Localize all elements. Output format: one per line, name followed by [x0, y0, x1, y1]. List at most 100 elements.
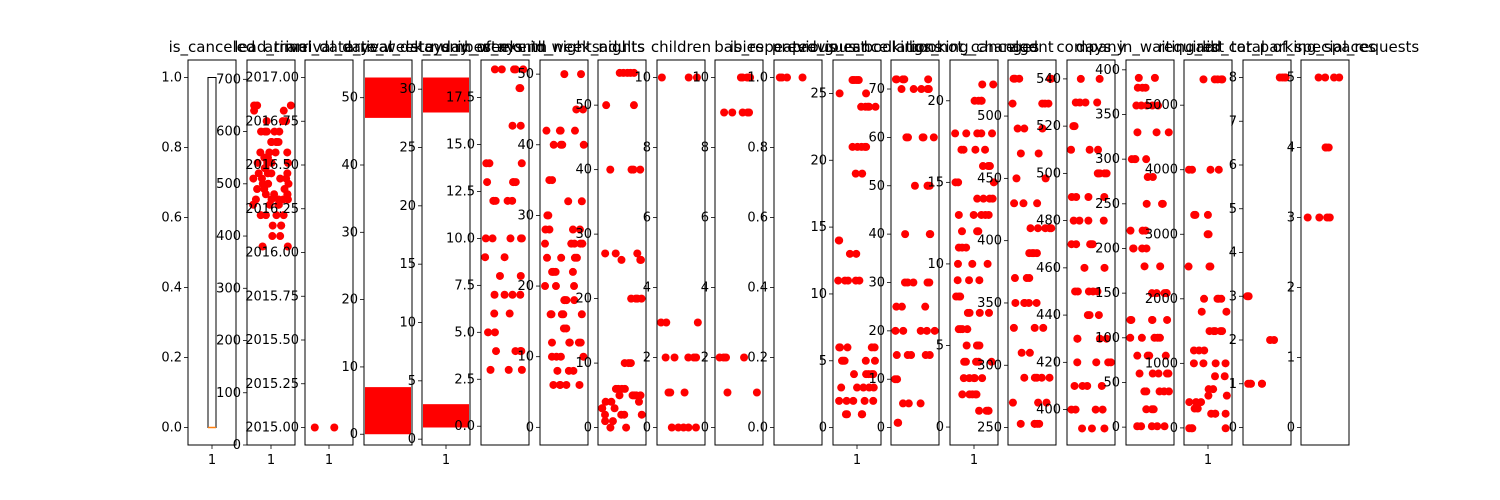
data-point — [562, 380, 571, 389]
panel-title: lead_time — [234, 38, 308, 57]
data-point — [564, 197, 573, 206]
x-tick-label: 1 — [325, 453, 333, 468]
data-point — [1011, 298, 1020, 307]
data-point — [859, 383, 868, 392]
panel-9: 0 2 4 6 8 10 babies — [692, 38, 764, 446]
data-point — [576, 338, 585, 347]
data-point — [1102, 334, 1111, 343]
y-tick-label: 2017.00 — [245, 71, 299, 86]
data-point — [1148, 101, 1157, 110]
data-point — [565, 338, 574, 347]
data-point — [1091, 405, 1100, 414]
y-tick-label: 2015.25 — [245, 377, 299, 392]
data-point — [548, 176, 557, 185]
y-tick-label: 2.5 — [454, 372, 475, 387]
data-point — [852, 76, 861, 85]
y-tick-label: 500 — [977, 109, 1002, 124]
data-point — [841, 410, 850, 419]
y-tick-label: 1 — [1287, 351, 1295, 366]
data-point — [637, 294, 646, 303]
data-point — [500, 290, 509, 299]
data-point — [910, 181, 919, 190]
data-point — [891, 75, 900, 84]
data-point — [1211, 372, 1219, 381]
y-tick-label: 15 — [810, 220, 827, 235]
panel-14: 250 300 350 400 450 500 agent — [977, 38, 1057, 446]
data-point — [1206, 165, 1215, 174]
data-point — [490, 328, 499, 337]
data-point — [1039, 323, 1048, 332]
data-point — [869, 383, 878, 392]
data-point — [921, 302, 930, 311]
data-point — [1150, 333, 1159, 342]
y-tick-label: 0.0 — [747, 421, 768, 436]
data-point — [634, 397, 643, 406]
data-point — [1133, 83, 1142, 92]
y-tick-label: 700 — [216, 72, 241, 87]
y-tick-label: 0 — [408, 432, 416, 447]
data-point — [1191, 210, 1200, 219]
data-point — [1016, 149, 1025, 158]
y-tick-label: 4 — [701, 281, 709, 296]
panel-frame — [773, 59, 823, 446]
data-point — [283, 148, 292, 157]
data-point — [1246, 379, 1255, 388]
data-point — [253, 158, 262, 167]
y-tick-label: 10 — [868, 372, 885, 387]
y-tick-label: 0 — [1287, 421, 1295, 436]
data-point — [516, 290, 525, 299]
data-point — [1041, 174, 1050, 183]
y-tick-label: 15 — [927, 175, 944, 190]
data-point — [851, 169, 860, 178]
data-point — [1069, 216, 1078, 225]
data-point — [258, 242, 267, 251]
data-point — [987, 357, 996, 366]
data-point — [973, 227, 982, 236]
data-point — [849, 370, 858, 379]
data-point — [569, 366, 578, 375]
data-point — [509, 178, 518, 187]
data-point — [1045, 373, 1054, 382]
data-point — [1010, 274, 1019, 283]
data-point — [1163, 315, 1172, 324]
data-point — [720, 108, 729, 117]
y-tick-label: 1.0 — [747, 71, 768, 86]
y-tick-label: 20 — [868, 324, 885, 339]
panel-title: booking_changes — [909, 38, 1039, 57]
data-point — [279, 106, 288, 115]
data-point — [975, 308, 984, 317]
data-point — [962, 129, 971, 138]
data-point — [1184, 165, 1193, 174]
data-point — [1034, 398, 1043, 407]
data-point — [519, 65, 528, 74]
data-point — [626, 68, 635, 77]
x-tick-label: 1 — [970, 453, 978, 468]
data-point — [963, 325, 972, 334]
data-point — [1094, 145, 1103, 154]
data-point — [666, 388, 675, 397]
data-point — [680, 388, 689, 397]
data-point — [1075, 98, 1084, 107]
data-point — [547, 338, 556, 347]
y-tick-label: 4 — [1287, 141, 1295, 156]
panel-background — [715, 60, 763, 445]
data-point — [897, 302, 906, 311]
data-point — [969, 374, 978, 383]
data-point — [1067, 192, 1076, 201]
y-tick-label: 20 — [399, 199, 416, 214]
data-point — [903, 278, 912, 287]
data-point — [606, 165, 615, 174]
panel-title: agent — [1010, 38, 1053, 56]
data-point — [1099, 216, 1108, 225]
y-tick-label: 0 — [877, 421, 885, 436]
data-point — [1070, 381, 1079, 390]
data-point — [553, 366, 562, 375]
data-point — [572, 253, 581, 262]
data-point — [1150, 73, 1159, 82]
panel-0: 0.0 0.2 0.4 0.6 0.8 1.0 1 is_canceled — [161, 38, 255, 468]
y-tick-label: 7.5 — [454, 278, 475, 293]
data-point — [251, 195, 260, 204]
data-point — [1315, 213, 1324, 222]
data-point — [857, 102, 866, 111]
data-point — [610, 404, 619, 413]
